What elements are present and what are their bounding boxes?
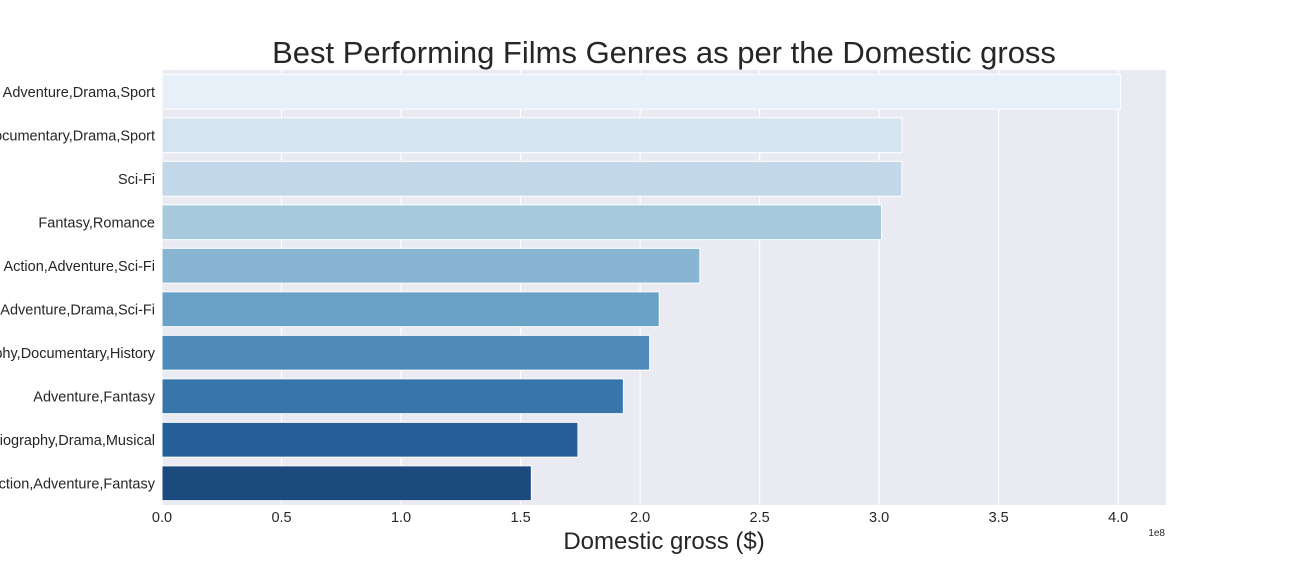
bar [161, 117, 903, 154]
x-tick-label: 1.5 [510, 510, 530, 526]
y-tick-label: Adventure,Drama,Sci-Fi [0, 302, 155, 318]
x-tick-label: 3.0 [869, 510, 889, 526]
y-tick-label: Documentary,Drama,Sport [0, 128, 155, 144]
bar [161, 73, 1122, 110]
y-tick-label: Action,Adventure,Sci-Fi [3, 259, 155, 275]
x-tick-label: 4.0 [1108, 510, 1128, 526]
x-tick-label: 1.0 [391, 510, 411, 526]
bars [161, 73, 1122, 502]
x-tick-label: 0.5 [271, 510, 291, 526]
bar [161, 160, 903, 197]
y-tick-label: Adventure,Drama,Sport [3, 85, 155, 101]
x-axis-label: Domestic gross ($) [563, 528, 764, 555]
bar [161, 421, 579, 458]
y-tick-label: Biography,Documentary,History [0, 346, 156, 362]
bar [161, 247, 701, 284]
y-tick-label: Sci-Fi [118, 172, 155, 188]
y-tick-label: Biography,Drama,Musical [0, 433, 155, 449]
bar [161, 334, 651, 371]
chart-title: Best Performing Films Genres as per the … [272, 35, 1056, 70]
y-tick-label: Action,Adventure,Fantasy [0, 476, 156, 492]
bar [161, 291, 660, 328]
x-tick-label: 0.0 [152, 510, 172, 526]
axis-offset-label: 1e8 [1148, 528, 1165, 539]
y-tick-label: Fantasy,Romance [38, 215, 155, 231]
bar [161, 378, 624, 415]
x-tick-labels: 0.0 0.5 1.0 1.5 2.0 2.5 3.0 3.5 4.0 [152, 510, 1128, 526]
x-tick-label: 3.5 [989, 510, 1009, 526]
bar [161, 465, 532, 502]
x-tick-label: 2.0 [630, 510, 650, 526]
y-tick-label: Adventure,Fantasy [33, 389, 155, 405]
bar [161, 204, 883, 241]
x-tick-label: 2.5 [750, 510, 770, 526]
y-tick-labels: Adventure,Drama,Sport Documentary,Drama,S… [0, 85, 156, 493]
